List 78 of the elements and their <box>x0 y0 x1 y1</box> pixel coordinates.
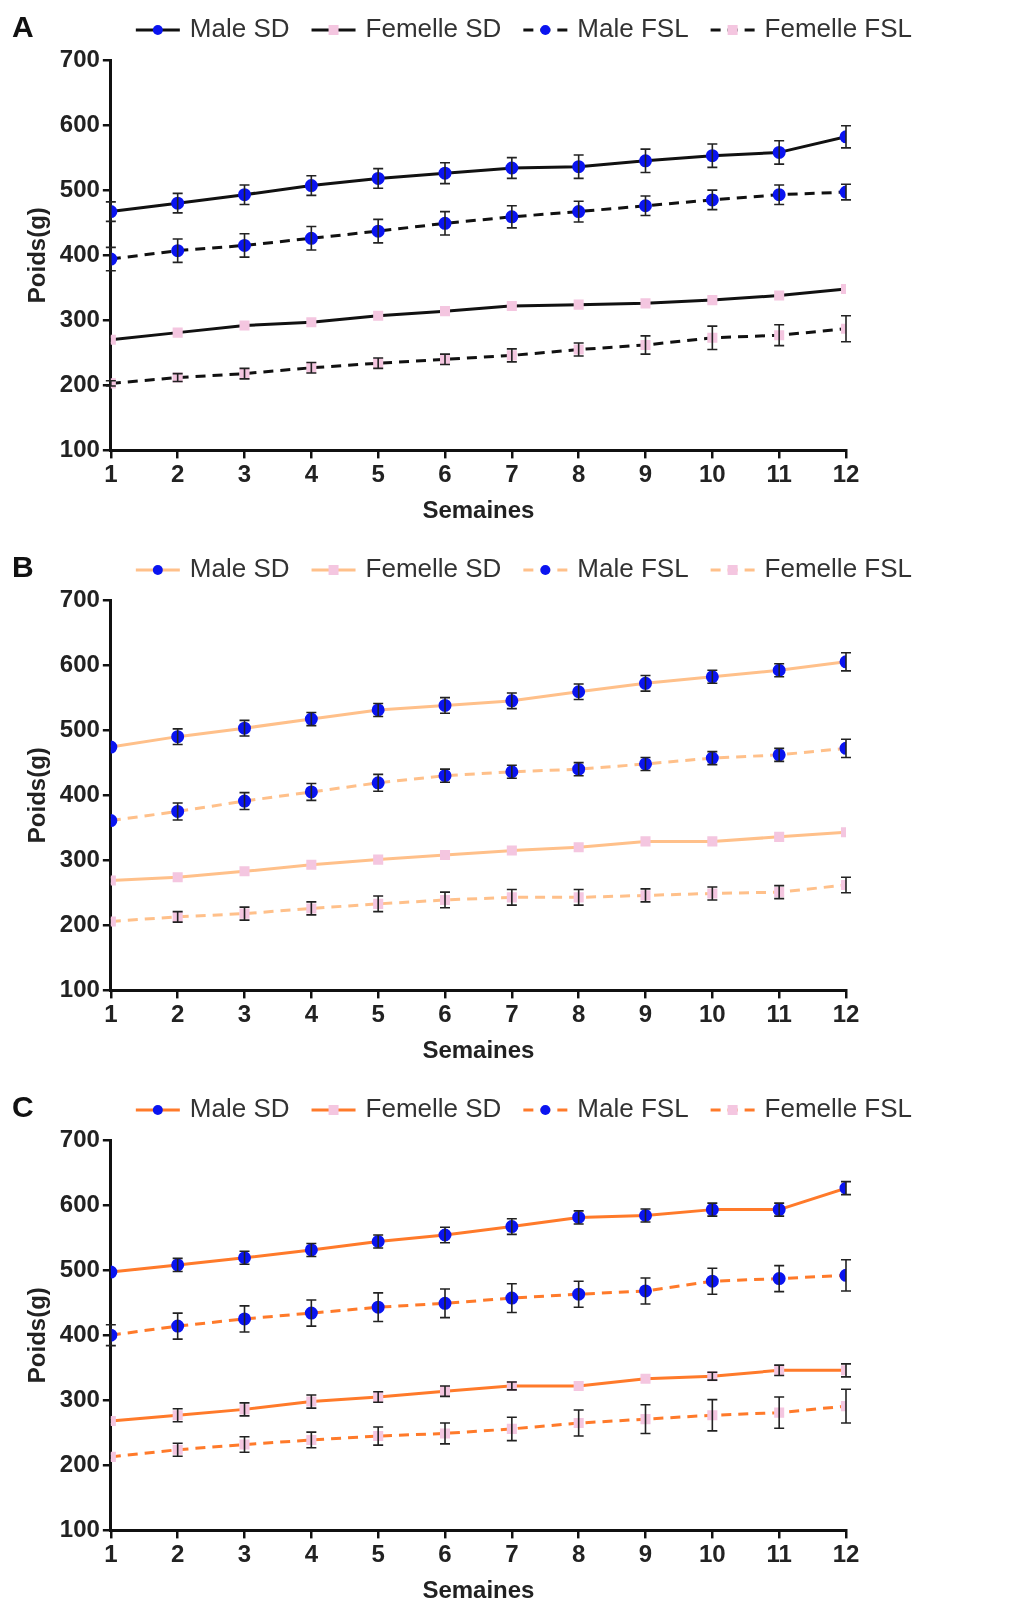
x-axis-title: Semaines <box>422 1036 535 1064</box>
x-tick-label: 4 <box>304 460 319 488</box>
y-tick-label: 500 <box>59 714 100 742</box>
legend-label: Femelle FSL <box>764 13 913 44</box>
x-tick-label: 11 <box>766 1540 792 1568</box>
y-tick-label: 700 <box>59 584 100 612</box>
x-tick-label: 10 <box>698 1000 726 1028</box>
x-tick-label: 8 <box>571 460 586 488</box>
y-tick-label: 500 <box>59 174 100 202</box>
x-tick-label: 9 <box>638 460 653 488</box>
chart-title: C <box>12 1090 34 1124</box>
y-tick-label: 100 <box>59 435 100 463</box>
y-tick-label: 300 <box>59 844 100 872</box>
chart-title: A <box>12 10 34 44</box>
y-axis-title: Poids(g) <box>23 207 51 304</box>
x-tick-label: 4 <box>304 1540 319 1568</box>
y-tick-label: 300 <box>59 304 100 332</box>
y-tick-label: 600 <box>59 109 100 137</box>
y-tick-label: 700 <box>59 44 100 72</box>
y-tick-label: 200 <box>59 1449 100 1477</box>
legend-label: Femelle SD <box>365 553 502 584</box>
x-tick-label: 6 <box>438 1000 452 1028</box>
y-tick-label: 400 <box>59 239 100 267</box>
x-tick-label: 3 <box>237 1000 252 1028</box>
y-tick-label: 700 <box>59 1124 100 1152</box>
x-tick-label: 8 <box>571 1000 586 1028</box>
legend-label: Male FSL <box>577 13 689 44</box>
x-tick-label: 5 <box>371 1000 385 1028</box>
legend-label: Male FSL <box>577 553 689 584</box>
x-tick-label: 2 <box>171 460 185 488</box>
y-tick-label: 500 <box>59 1254 100 1282</box>
y-axis-title: Poids(g) <box>23 1287 51 1384</box>
chart-title: B <box>12 550 34 584</box>
x-tick-label: 6 <box>438 1540 452 1568</box>
x-tick-label: 5 <box>371 1540 385 1568</box>
x-tick-label: 4 <box>304 1000 319 1028</box>
x-tick-label: 12 <box>832 1000 860 1028</box>
x-tick-label: 1 <box>104 1000 118 1028</box>
legend-label: Femelle SD <box>365 13 502 44</box>
legend-label: Male SD <box>189 553 290 584</box>
x-tick-label: 2 <box>171 1000 185 1028</box>
x-tick-label: 12 <box>832 460 860 488</box>
x-axis-title: Semaines <box>422 1576 535 1604</box>
y-tick-label: 600 <box>59 649 100 677</box>
legend-label: Male SD <box>189 1093 290 1124</box>
x-tick-label: 11 <box>766 460 792 488</box>
legend-label: Male FSL <box>577 1093 689 1124</box>
x-tick-label: 10 <box>698 460 726 488</box>
x-tick-label: 7 <box>505 1000 519 1028</box>
y-tick-label: 400 <box>59 779 100 807</box>
x-tick-label: 7 <box>505 460 519 488</box>
y-tick-label: 100 <box>59 1515 100 1543</box>
x-tick-label: 1 <box>104 460 118 488</box>
y-tick-label: 200 <box>59 909 100 937</box>
x-tick-label: 1 <box>104 1540 118 1568</box>
y-tick-label: 100 <box>59 975 100 1003</box>
x-tick-label: 3 <box>237 460 252 488</box>
x-tick-label: 10 <box>698 1540 726 1568</box>
x-tick-label: 6 <box>438 460 452 488</box>
y-tick-label: 200 <box>59 369 100 397</box>
x-tick-label: 12 <box>832 1540 860 1568</box>
y-tick-label: 300 <box>59 1384 100 1412</box>
x-tick-label: 9 <box>638 1540 653 1568</box>
legend-label: Femelle FSL <box>764 1093 913 1124</box>
x-tick-label: 11 <box>766 1000 792 1028</box>
x-tick-label: 7 <box>505 1540 519 1568</box>
legend-label: Femelle SD <box>365 1093 502 1124</box>
x-axis-title: Semaines <box>422 496 535 524</box>
x-tick-label: 5 <box>371 460 385 488</box>
y-tick-label: 600 <box>59 1189 100 1217</box>
x-tick-label: 2 <box>171 1540 185 1568</box>
x-tick-label: 9 <box>638 1000 653 1028</box>
y-tick-label: 400 <box>59 1319 100 1347</box>
legend-label: Male SD <box>189 13 290 44</box>
x-tick-label: 3 <box>237 1540 252 1568</box>
x-tick-label: 8 <box>571 1540 586 1568</box>
legend-label: Femelle FSL <box>764 553 913 584</box>
y-axis-title: Poids(g) <box>23 747 51 844</box>
